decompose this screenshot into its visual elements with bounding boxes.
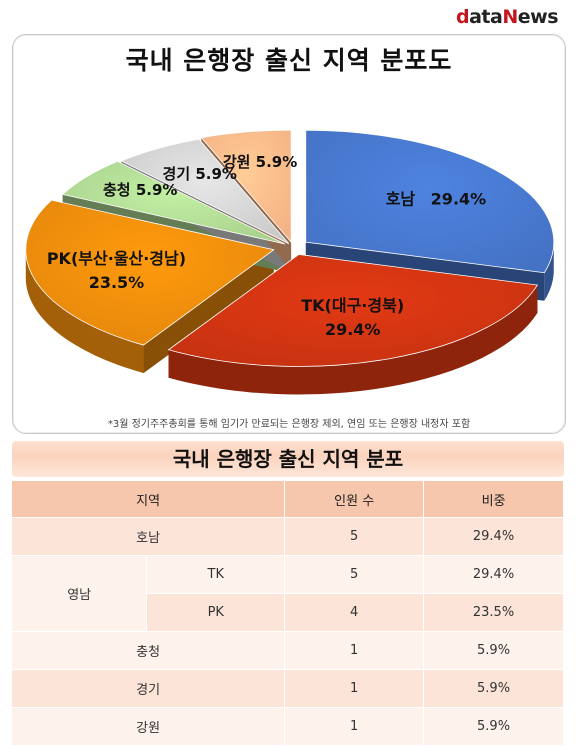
count-cell: 5 (284, 517, 425, 556)
table-title: 국내 은행장 출신 지역 분포 (12, 441, 564, 477)
pie-value-2: 23.5% (89, 273, 145, 292)
distribution-table: 지역 인원 수 비중 호남 5 29.4% 영남 TK 5 29.4% PK 4… (12, 481, 564, 746)
share-cell: 23.5% (423, 593, 564, 632)
share-cell: 29.4% (423, 555, 564, 594)
header-region: 지역 (12, 481, 286, 518)
pie-value-0: 29.4% (431, 189, 487, 208)
region-cell: 충청 (12, 631, 286, 670)
pie-chart: 호남 29.4% TK(대구·경북) 29.4% PK(부산·울산·경남) 23.5% 충청… (25, 129, 555, 395)
table-row: 호남 5 29.4% (12, 517, 564, 556)
region-cell: PK (146, 593, 286, 632)
pie-label-2: PK(부산·울산·경남) (47, 249, 186, 268)
table-row: 영남 TK 5 29.4% (12, 555, 564, 632)
share-cell: 5.9% (423, 707, 564, 746)
pie-side-0 (544, 242, 554, 301)
count-cell: 1 (284, 707, 425, 746)
pie-slice-2 (25, 199, 275, 346)
datanews-logo: dataNews (456, 6, 559, 28)
count-cell: 5 (284, 555, 425, 594)
count-cell: 1 (284, 669, 425, 708)
pie-side-1 (168, 285, 538, 395)
pie-label-3: 충청 5.9% (103, 181, 177, 199)
table-row: 경기 1 5.9% (12, 669, 564, 708)
region-cell: 경기 (12, 669, 286, 708)
pie-slice-3 (61, 160, 286, 245)
count-cell: 4 (284, 593, 425, 632)
pie-slice-0 (305, 129, 555, 274)
share-cell: 5.9% (423, 669, 564, 708)
table-row: PK 4 23.5% (12, 593, 564, 632)
pie-label-4: 경기 5.9% (163, 165, 237, 183)
pie-slice-4 (120, 138, 290, 244)
chart-title: 국내 은행장 출신 지역 분포도 (125, 46, 453, 75)
region-cell: 호남 (12, 517, 286, 556)
share-cell: 5.9% (423, 631, 564, 670)
pie-cut-2 (143, 249, 274, 374)
pie-label-5: 강원 5.9% (223, 153, 297, 171)
header-count: 인원 수 (284, 481, 425, 518)
region-cell: 강원 (12, 707, 286, 746)
pie-value-1: 29.4% (325, 320, 381, 339)
table-header-row: 지역 인원 수 비중 (12, 481, 564, 518)
pie-label-1: TK(대구·경북) (301, 296, 404, 315)
pie-slice-1 (167, 254, 539, 367)
chart-card: 호남 29.4% TK(대구·경북) 29.4% PK(부산·울산·경남) 23.5% 충청… (12, 34, 566, 434)
count-cell: 1 (284, 631, 425, 670)
table-row: 강원 1 5.9% (12, 707, 564, 746)
table-row: 충청 1 5.9% (12, 631, 564, 670)
header-share: 비중 (423, 481, 564, 518)
pie-label-0: 호남 (386, 189, 416, 208)
chart-footnote: *3월 정기주주총회를 통해 임기가 만료되는 은행장 제외, 연임 또는 은행… (107, 419, 471, 430)
pie-slice-5 (200, 129, 292, 244)
share-cell: 29.4% (423, 517, 564, 556)
region-group-cell: 영남 (12, 555, 148, 632)
pie-side-2 (25, 249, 144, 374)
region-cell: TK (146, 555, 286, 594)
